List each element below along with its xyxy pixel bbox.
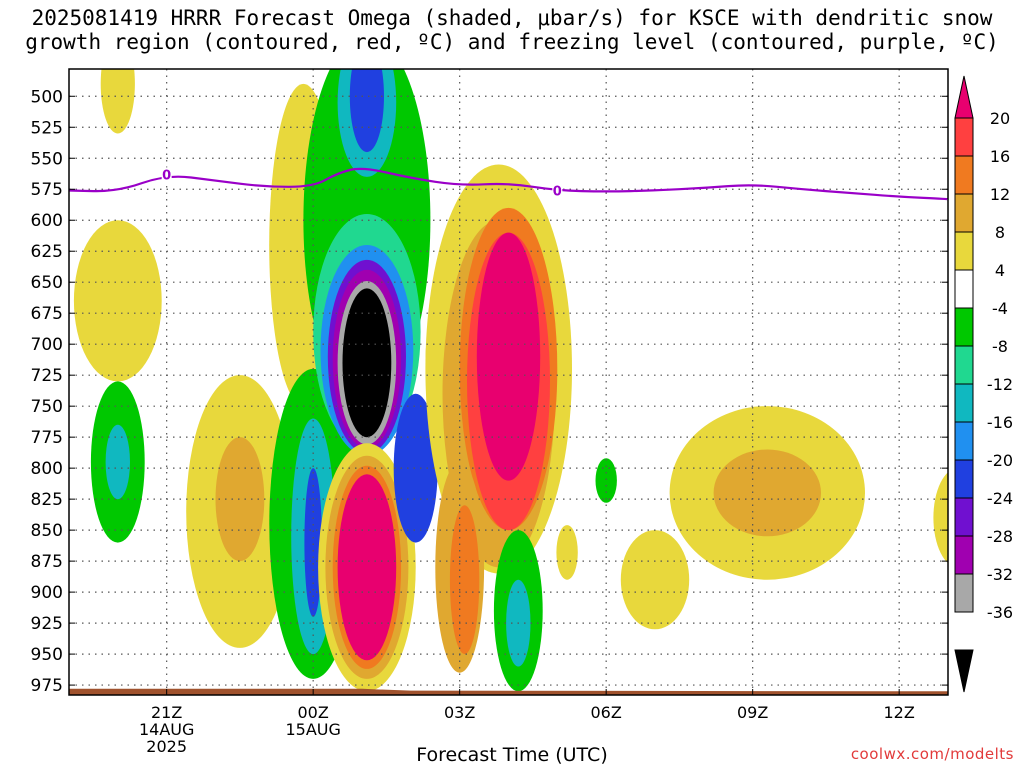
freezing-level-line (69, 167, 948, 201)
omega-cell (337, 474, 397, 661)
colorbar-arrow-down (954, 649, 974, 693)
omega-cell (556, 525, 578, 580)
x-tick-year: 2025 (146, 737, 187, 756)
x-tick-date: 14AUG (139, 720, 194, 739)
y-tick-label: 900 (31, 583, 63, 603)
colorbar-segment (954, 497, 974, 537)
x-tick-label: 21Z (151, 703, 182, 722)
omega-cell (342, 288, 392, 438)
omega-cell (449, 505, 480, 655)
y-axis: 500 525 550 575 600 625 650 675 700 725 750 775 800 8… (31, 87, 948, 696)
colorbar-segment (954, 117, 974, 157)
freezing-level-contour: 00 (69, 167, 948, 201)
colorbar-label: -12 (987, 375, 1013, 394)
omega-cell (933, 472, 948, 564)
colorbar-segment (954, 231, 974, 271)
y-tick-label: 750 (31, 397, 63, 417)
omega-cell (393, 393, 438, 543)
colorbar-label: -28 (987, 527, 1013, 546)
omega-cell (304, 468, 323, 617)
omega-cell (713, 449, 821, 537)
y-tick-label: 875 (31, 552, 63, 572)
colorbar-label: 8 (995, 223, 1005, 242)
y-tick-label: 975 (31, 676, 63, 696)
colorbar-segment (954, 459, 974, 499)
colorbar-label: -24 (987, 489, 1013, 508)
colorbar-label: 12 (990, 185, 1010, 204)
omega-cell (620, 530, 690, 630)
colorbar-segment (954, 345, 974, 385)
y-tick-label: 825 (31, 490, 63, 510)
x-tick-label: 03Z (444, 703, 475, 722)
y-tick-label: 500 (31, 87, 63, 107)
freezing-level-label: 0 (162, 168, 171, 183)
omega-shading (73, 69, 948, 692)
y-tick-label: 575 (31, 180, 63, 200)
omega-cell (476, 232, 541, 481)
colorbar-arrow-up (954, 75, 974, 119)
x-tick-label: 12Z (884, 703, 915, 722)
chart-title: 2025081419 HRRR Forecast Omega (shaded, … (0, 6, 1024, 54)
terrain-layer (69, 688, 948, 695)
x-tick-label: 06Z (591, 703, 622, 722)
omega-cell (215, 437, 265, 562)
colorbar-segment (954, 383, 974, 423)
y-tick-label: 550 (31, 149, 63, 169)
y-tick-label: 950 (31, 645, 63, 665)
omega-cell (100, 69, 135, 134)
y-tick-label: 650 (31, 273, 63, 293)
chart-title-line2: growth region (contoured, red, ºC) and f… (25, 30, 999, 54)
colorbar-label: -20 (987, 451, 1013, 470)
omega-cell (349, 69, 384, 153)
colorbar-segment (954, 307, 974, 347)
y-tick-label: 525 (31, 118, 63, 138)
terrain-fill (69, 688, 948, 695)
freezing-level-label-bg (552, 183, 563, 198)
plot-frame (68, 68, 949, 696)
colorbar-label: -8 (992, 337, 1008, 356)
watermark: coolwx.com/modelts (850, 745, 1014, 763)
colorbar-segment (954, 193, 974, 233)
colorbar: 20 16 12 8 4 -4 -8 -12 -16 -20 -24 -28 -32 -36 (954, 75, 1013, 693)
omega-cell (105, 424, 130, 500)
colorbar-label: -36 (987, 603, 1013, 622)
y-tick-label: 675 (31, 304, 63, 324)
y-tick-label: 775 (31, 428, 63, 448)
colorbar-segment (954, 421, 974, 461)
freezing-level-label: 0 (553, 184, 562, 199)
omega-cell (73, 220, 162, 382)
colorbar-segment (954, 155, 974, 195)
y-tick-label: 850 (31, 521, 63, 541)
chart-title-line1: 2025081419 HRRR Forecast Omega (shaded, … (31, 6, 993, 30)
x-tick-date: 15AUG (285, 720, 340, 739)
x-axis-title: Forecast Time (UTC) (416, 744, 608, 766)
colorbar-label: -32 (987, 565, 1013, 584)
freezing-level-label-bg (161, 167, 172, 182)
colorbar-label: -16 (987, 413, 1013, 432)
y-tick-label: 725 (31, 366, 63, 386)
x-tick-label: 09Z (737, 703, 768, 722)
y-tick-label: 700 (31, 335, 63, 355)
y-tick-label: 600 (31, 211, 63, 231)
omega-cell (595, 458, 617, 503)
y-tick-label: 925 (31, 614, 63, 634)
y-tick-label: 800 (31, 459, 63, 479)
colorbar-label: 16 (990, 147, 1010, 166)
colorbar-segment (954, 269, 974, 309)
colorbar-segment (954, 573, 974, 613)
x-tick-label: 00Z (298, 703, 329, 722)
colorbar-label: 4 (995, 261, 1005, 280)
colorbar-label: -4 (992, 299, 1008, 318)
colorbar-segment (954, 535, 974, 575)
y-tick-label: 625 (31, 242, 63, 262)
colorbar-label: 20 (990, 109, 1010, 128)
